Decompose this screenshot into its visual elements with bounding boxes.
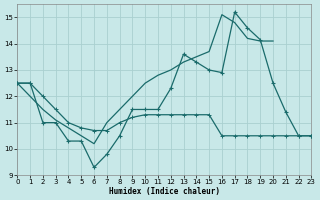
X-axis label: Humidex (Indice chaleur): Humidex (Indice chaleur) xyxy=(109,187,220,196)
